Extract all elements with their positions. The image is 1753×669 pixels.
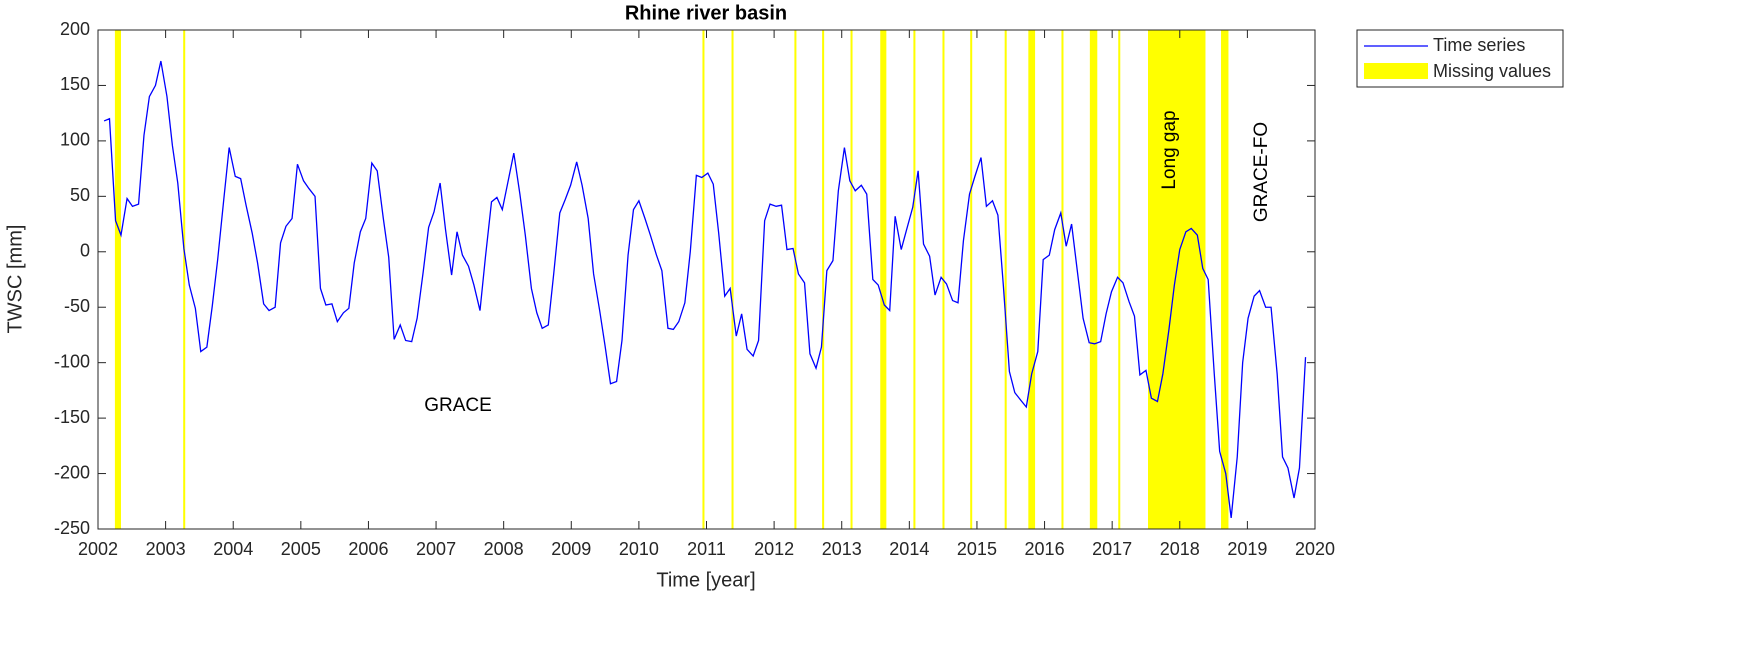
x-tick-label: 2020 <box>1295 539 1335 559</box>
y-tick-label: -100 <box>54 351 90 371</box>
y-tick-label: -250 <box>54 518 90 538</box>
x-tick-label: 2015 <box>957 539 997 559</box>
chart-title: Rhine river basin <box>625 2 787 24</box>
annotation: GRACE <box>424 395 492 416</box>
x-tick-label: 2014 <box>889 539 929 559</box>
axes-box <box>97 29 1316 530</box>
missing-band <box>731 30 734 529</box>
x-axis-label: Time [year] <box>656 569 755 591</box>
x-tick-label: 2012 <box>754 539 794 559</box>
missing-band <box>850 30 853 529</box>
x-tick-label: 2008 <box>484 539 524 559</box>
x-tick-label: 2007 <box>416 539 456 559</box>
x-tick-label: 2017 <box>1092 539 1132 559</box>
missing-band <box>1061 30 1064 529</box>
x-tick-label: 2006 <box>348 539 388 559</box>
x-tick-label: 2013 <box>822 539 862 559</box>
missing-band <box>114 30 121 529</box>
missing-band <box>913 30 916 529</box>
y-tick-label: 100 <box>60 130 90 150</box>
x-tick-label: 2010 <box>619 539 659 559</box>
missing-band <box>1028 30 1036 529</box>
y-tick-label: -50 <box>64 296 90 316</box>
y-axis-label: TWSC [mm] <box>4 225 26 334</box>
missing-band <box>702 30 705 529</box>
x-tick-label: 2005 <box>281 539 321 559</box>
y-tick-label: -150 <box>54 407 90 427</box>
plot-area <box>98 30 1315 529</box>
missing-band <box>970 30 973 529</box>
y-tick-label: 0 <box>80 241 90 261</box>
missing-band <box>880 30 887 529</box>
annotation: Long gap <box>1159 110 1180 189</box>
annotation: GRACE-FO <box>1251 122 1272 222</box>
legend-label: Missing values <box>1433 61 1551 81</box>
y-tick-label: 50 <box>70 185 90 205</box>
missing-band <box>1148 30 1206 529</box>
x-tick-label: 2009 <box>551 539 591 559</box>
y-tick-label: 150 <box>60 74 90 94</box>
y-tick-label: -200 <box>54 462 90 482</box>
missing-band <box>183 30 186 529</box>
x-tick-label: 2004 <box>213 539 253 559</box>
legend-swatch <box>1364 63 1428 79</box>
missing-band <box>1004 30 1007 529</box>
y-tick-label: 200 <box>60 19 90 39</box>
x-tick-label: 2018 <box>1160 539 1200 559</box>
legend-label: Time series <box>1433 35 1525 55</box>
x-tick-label: 2002 <box>78 539 118 559</box>
missing-band <box>794 30 797 529</box>
missing-band <box>1089 30 1098 529</box>
data-line <box>103 60 1307 518</box>
x-tick-label: 2011 <box>687 539 726 559</box>
x-tick-label: 2003 <box>146 539 186 559</box>
missing-band <box>1221 30 1229 529</box>
missing-band <box>822 30 825 529</box>
x-tick-label: 2019 <box>1227 539 1267 559</box>
x-tick-label: 2016 <box>1025 539 1065 559</box>
